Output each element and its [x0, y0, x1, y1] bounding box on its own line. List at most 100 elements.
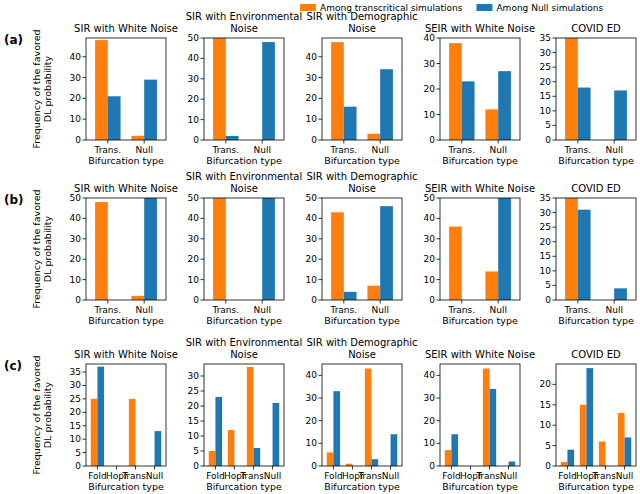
x-tick-label: Null [253, 305, 270, 315]
subplot-title: SIR with White Noise [74, 349, 178, 360]
y-tick [319, 98, 323, 99]
x-tick-label: Trans. [591, 471, 619, 481]
bar [209, 451, 216, 466]
bar [483, 369, 490, 466]
y-tick-label: 0 [545, 461, 551, 471]
y-tick [553, 270, 557, 271]
y-tick [83, 140, 87, 141]
bar [131, 296, 144, 300]
y-tick [201, 259, 205, 260]
text-line: Frequency of the favored [31, 29, 42, 148]
frame [556, 38, 636, 140]
x-tick [215, 466, 216, 470]
bar [331, 42, 344, 140]
x-tick [489, 466, 490, 470]
bars [91, 367, 161, 466]
bars [565, 38, 627, 140]
y-tick [83, 439, 87, 440]
y-tick [201, 279, 205, 280]
frame [322, 38, 402, 140]
y-tick [83, 466, 87, 467]
y-tick [553, 445, 557, 446]
bar [228, 430, 235, 466]
y-tick-label: 25 [188, 386, 199, 396]
panel-label: (b) [4, 193, 24, 207]
bar [586, 368, 593, 466]
bar [580, 405, 587, 466]
x-tick [234, 466, 235, 470]
y-tick-label: 30 [424, 393, 436, 403]
y-label-group: Frequency of the favoredDL probability [31, 189, 53, 308]
y-tick-label: 40 [188, 53, 200, 63]
subplot-title: SIR with DemographicNoise [306, 171, 417, 194]
y-tick [201, 391, 205, 392]
bar [449, 227, 462, 300]
text-line: Noise [348, 183, 376, 194]
text-line: SIR with Environmental [186, 171, 303, 182]
x-tick-label: Trans. [447, 145, 475, 155]
y-tick-label: 35 [540, 33, 551, 43]
y-tick [319, 77, 323, 78]
y-tick-label: 50 [188, 33, 200, 43]
y-tick [201, 99, 205, 100]
y-tick [319, 56, 323, 57]
subplot: 01020304050Trans.NullBifurcation typeSIR… [186, 171, 303, 326]
text-line: COVID ED [571, 349, 621, 360]
frame [204, 198, 284, 300]
x-tick [253, 466, 254, 470]
x-tick-label: Null [500, 471, 517, 481]
y-tick-label: 35 [540, 193, 551, 203]
y-tick-label: 20 [424, 416, 436, 426]
bar [331, 212, 344, 300]
x-label: Bifurcation type [324, 315, 400, 326]
x-tick-label: Trans. [239, 471, 267, 481]
bar [462, 81, 475, 140]
y-tick-label: 30 [424, 59, 436, 69]
bar [490, 389, 497, 466]
y-tick [201, 436, 205, 437]
x-label: Bifurcation type [442, 481, 518, 492]
bar [215, 397, 222, 466]
x-tick-label: Trans. [357, 471, 385, 481]
y-tick [437, 398, 441, 399]
subplot-title: SIR with White Noise [74, 23, 178, 34]
x-tick-label: Fold [206, 471, 225, 481]
y-label: Frequency of the favoredDL probability [31, 29, 53, 148]
y-tick [201, 238, 205, 239]
y-tick [319, 300, 323, 301]
x-tick-label: Fold [442, 471, 461, 481]
y-tick-label: 10 [188, 431, 200, 441]
y-tick-label: 10 [540, 106, 552, 116]
x-label: Bifurcation type [88, 481, 164, 492]
bar [226, 136, 239, 140]
x-tick-label: Null [146, 471, 163, 481]
frame [440, 38, 520, 140]
x-tick-label: Null [135, 145, 152, 155]
y-tick [83, 77, 87, 78]
y-tick-label: 5 [545, 441, 551, 451]
y-tick [319, 398, 323, 399]
y-tick-label: 40 [306, 213, 318, 223]
bar [567, 450, 574, 466]
frame [86, 198, 166, 300]
bar [614, 288, 627, 300]
bar [95, 40, 108, 140]
x-tick [272, 466, 273, 470]
subplot-title: SEIR with White Noise [425, 349, 535, 360]
y-tick-label: 10 [424, 438, 436, 448]
y-tick-label: 0 [75, 135, 81, 145]
text-line: SIR with Demographic [306, 11, 417, 22]
x-tick-label: Null [489, 305, 506, 315]
bar [262, 198, 275, 300]
bar [599, 442, 606, 466]
y-tick-label: 5 [545, 120, 551, 130]
y-tick [553, 96, 557, 97]
y-tick-label: 20 [306, 254, 318, 264]
x-tick-label: Null [382, 471, 399, 481]
x-tick-label: Null [371, 305, 388, 315]
x-tick [154, 466, 155, 470]
frame [556, 198, 636, 300]
x-tick-label: Null [264, 471, 281, 481]
y-tick [83, 398, 87, 399]
y-tick-label: 30 [306, 73, 318, 83]
